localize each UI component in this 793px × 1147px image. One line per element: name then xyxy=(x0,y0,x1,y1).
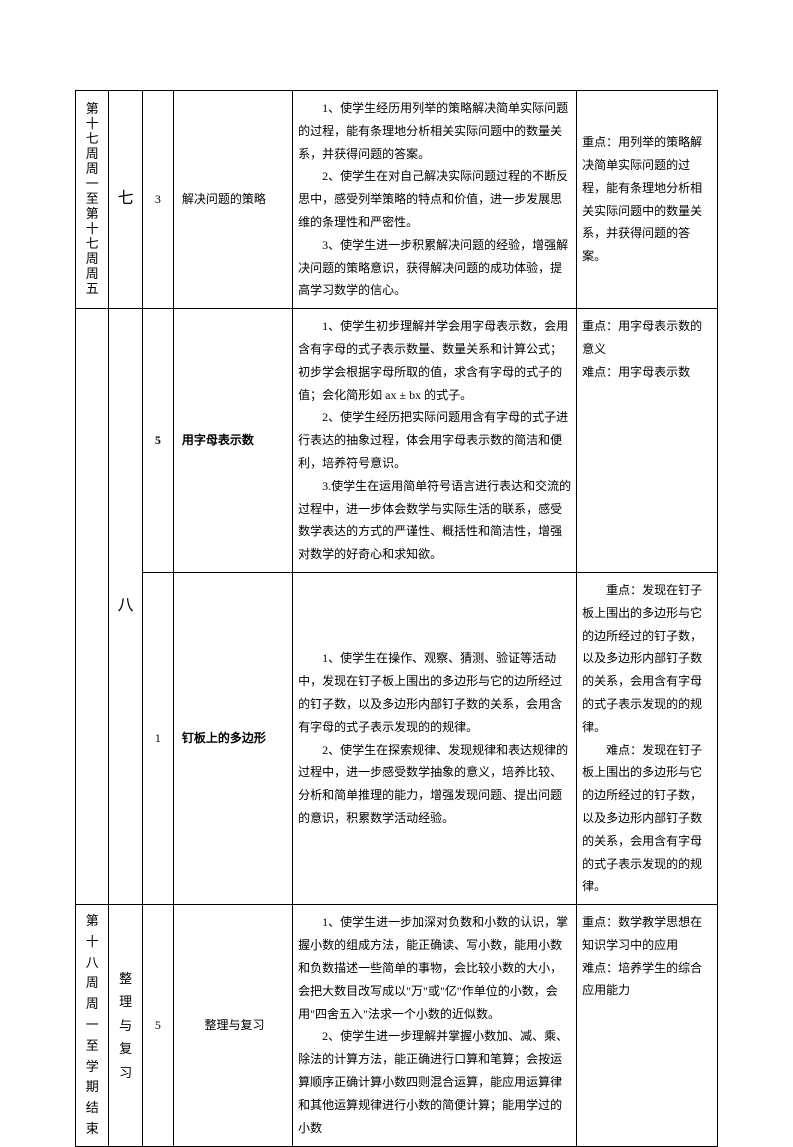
unit-cell: 整理与复习 xyxy=(109,905,142,1147)
focus-cell: 重点：发现在钉子板上围出的多边形与它的边所经过的钉子数，以及多边形内部钉子数的关… xyxy=(577,572,718,904)
topic-cell: 用字母表示数 xyxy=(173,309,292,573)
focus-cell: 重点：数学教学思想在知识学习中的应用难点：培养学生的综合应用能力 xyxy=(577,905,718,1147)
table-row: 第十八周周一至学期结束整理与复习5整理与复习 1、使学生进一步加深对负数和小数的… xyxy=(76,905,718,1147)
goals-cell: 1、使学生进一步加深对负数和小数的认识，掌握小数的组成方法，能正确读、写小数，能… xyxy=(293,905,577,1147)
hours-cell: 3 xyxy=(142,91,173,309)
week-cell: 第十八周周一至学期结束 xyxy=(76,905,109,1147)
goals-cell: 1、使学生在操作、观察、猜测、验证等活动中，发现在钉子板上围出的多边形与它的边所… xyxy=(293,572,577,904)
goals-cell: 1、使学生经历用列举的策略解决简单实际问题的过程，能有条理地分析相关实际问题中的… xyxy=(293,91,577,309)
focus-cell: 重点：用列举的策略解决简单实际问题的过程，能有条理地分析相关实际问题中的数量关系… xyxy=(577,91,718,309)
week-cell xyxy=(76,309,109,905)
curriculum-table: 第十七周周一至第十七周周五七3解决问题的策略 1、使学生经历用列举的策略解决简单… xyxy=(75,90,718,1147)
table-row: 1钉板上的多边形 1、使学生在操作、观察、猜测、验证等活动中，发现在钉子板上围出… xyxy=(76,572,718,904)
week-cell: 第十七周周一至第十七周周五 xyxy=(76,91,109,309)
topic-cell: 解决问题的策略 xyxy=(173,91,292,309)
hours-cell: 5 xyxy=(142,905,173,1147)
unit-cell: 八 xyxy=(109,309,142,905)
focus-cell: 重点：用字母表示数的意义难点：用字母表示数 xyxy=(577,309,718,573)
table-row: 八5用字母表示数 1、使学生初步理解并学会用字母表示数，会用含有字母的式子表示数… xyxy=(76,309,718,573)
hours-cell: 1 xyxy=(142,572,173,904)
topic-cell: 整理与复习 xyxy=(173,905,292,1147)
topic-cell: 钉板上的多边形 xyxy=(173,572,292,904)
hours-cell: 5 xyxy=(142,309,173,573)
goals-cell: 1、使学生初步理解并学会用字母表示数，会用含有字母的式子表示数量、数量关系和计算… xyxy=(293,309,577,573)
table-row: 第十七周周一至第十七周周五七3解决问题的策略 1、使学生经历用列举的策略解决简单… xyxy=(76,91,718,309)
unit-cell: 七 xyxy=(109,91,142,309)
